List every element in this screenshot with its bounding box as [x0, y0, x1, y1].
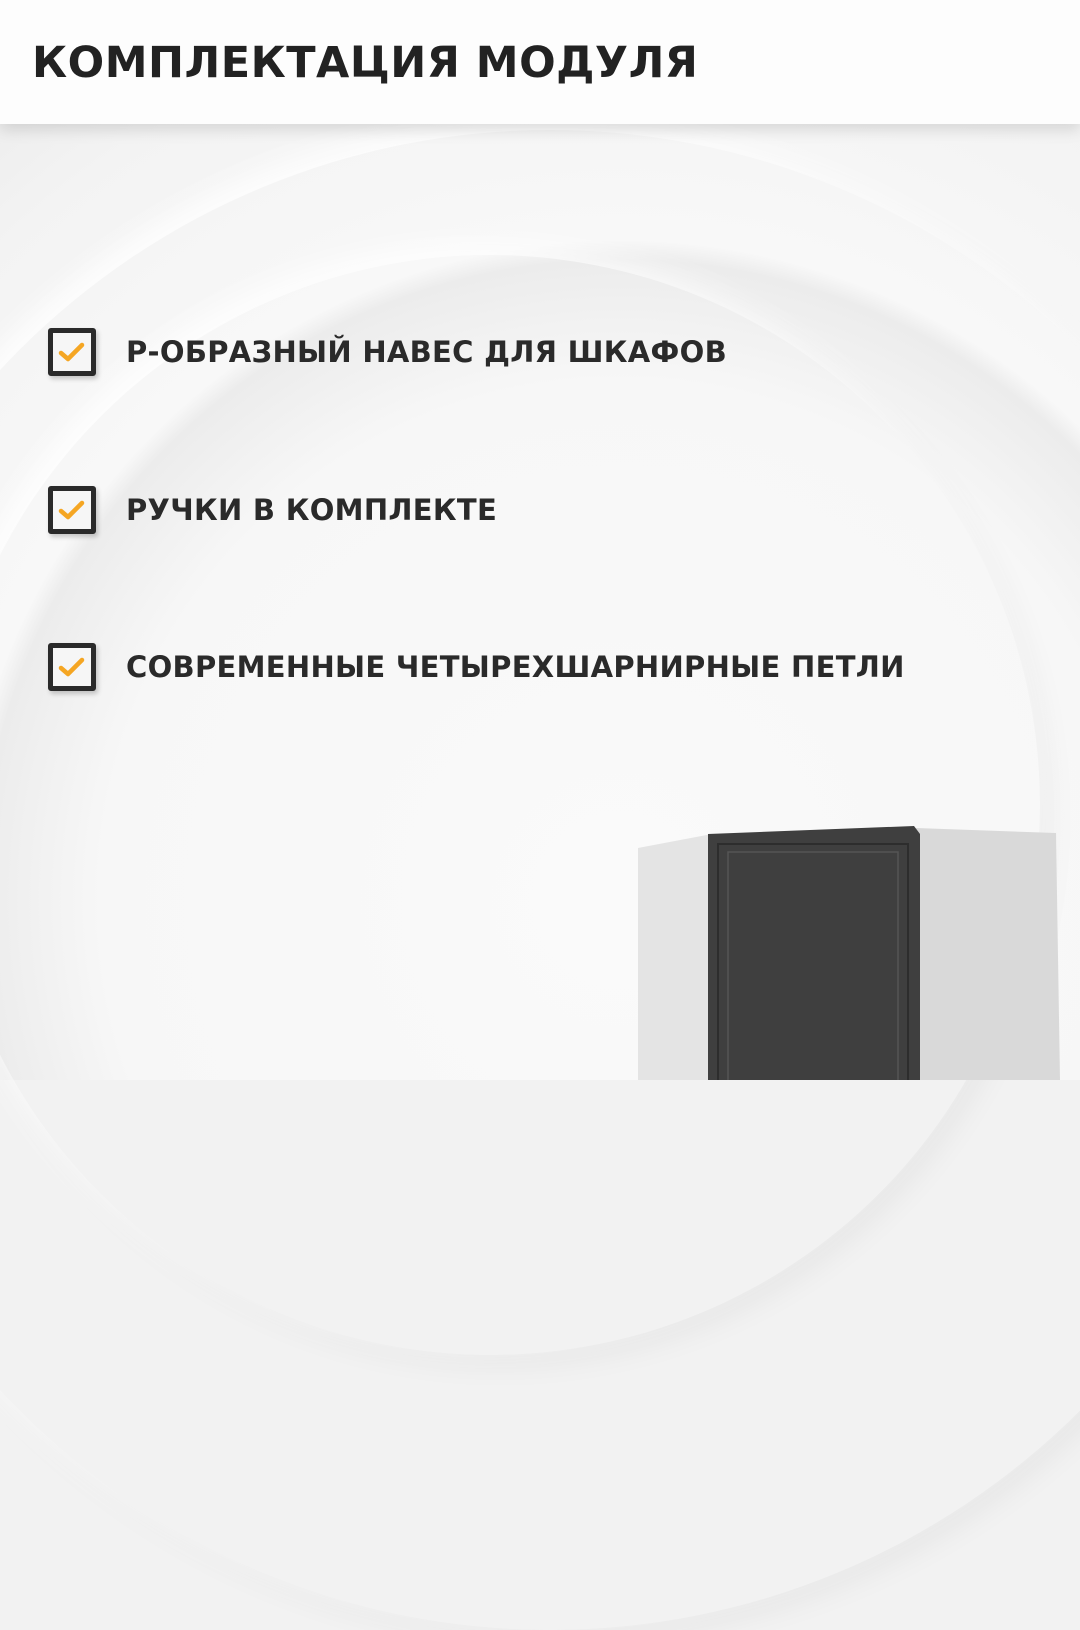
feature-item: СОВРЕМЕННЫЕ ЧЕТЫРЕХШАРНИРНЫЕ ПЕТЛИ	[48, 643, 905, 691]
checkbox-checked-icon	[48, 328, 96, 376]
feature-label: РУЧКИ В КОМПЛЕКТЕ	[126, 493, 498, 527]
feature-item: Р-ОБРАЗНЫЙ НАВЕС ДЛЯ ШКАФОВ	[48, 328, 727, 376]
feature-label: Р-ОБРАЗНЫЙ НАВЕС ДЛЯ ШКАФОВ	[126, 335, 727, 369]
header-banner: КОМПЛЕКТАЦИЯ МОДУЛЯ	[0, 0, 1080, 124]
cabinet-image	[638, 826, 1060, 1080]
page-title: КОМПЛЕКТАЦИЯ МОДУЛЯ	[32, 38, 699, 88]
feature-item: РУЧКИ В КОМПЛЕКТЕ	[48, 486, 497, 534]
feature-label: СОВРЕМЕННЫЕ ЧЕТЫРЕХШАРНИРНЫЕ ПЕТЛИ	[126, 650, 905, 684]
checkbox-checked-icon	[48, 486, 96, 534]
checkbox-checked-icon	[48, 643, 96, 691]
